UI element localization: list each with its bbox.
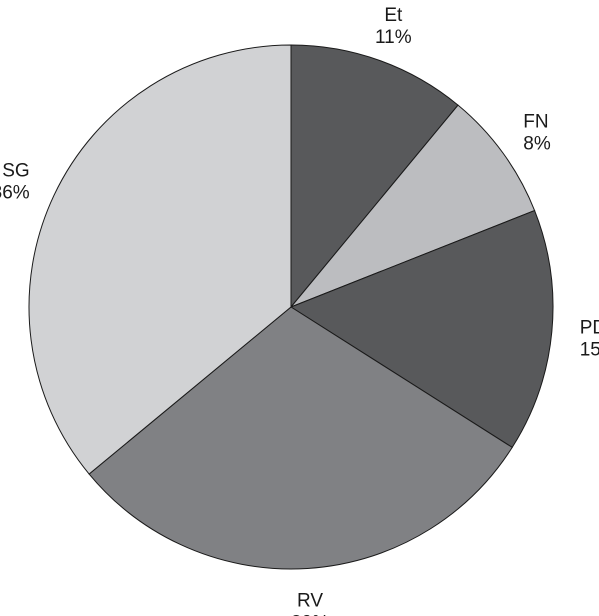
slice-percent-et: 11%	[375, 27, 412, 48]
slice-label-fn: FN	[523, 112, 548, 133]
slice-percent-pd: 15%	[580, 339, 599, 360]
pie-slices	[28, 44, 554, 570]
slice-label-rv: RV	[297, 590, 323, 611]
slice-percent-rv: 30%	[291, 612, 329, 616]
pie-slice-sg	[28, 44, 292, 475]
pie-slice-fn	[290, 104, 536, 308]
slice-percent-fn: 8%	[523, 134, 551, 155]
slice-percent-sg: 36%	[0, 182, 30, 203]
slice-label-sg: SG	[2, 160, 29, 181]
pie-slice-rv	[88, 306, 513, 570]
pie-slice-et	[290, 44, 459, 309]
slice-label-et: Et	[384, 5, 403, 26]
pie-slice-pd	[289, 209, 554, 449]
slice-label-pd: PD	[580, 317, 599, 338]
